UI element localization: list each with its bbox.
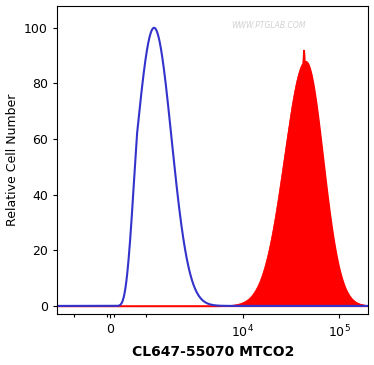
Text: WWW.PTGLAB.COM: WWW.PTGLAB.COM	[232, 21, 306, 30]
X-axis label: CL647-55070 MTCO2: CL647-55070 MTCO2	[132, 345, 294, 360]
Y-axis label: Relative Cell Number: Relative Cell Number	[6, 94, 19, 226]
